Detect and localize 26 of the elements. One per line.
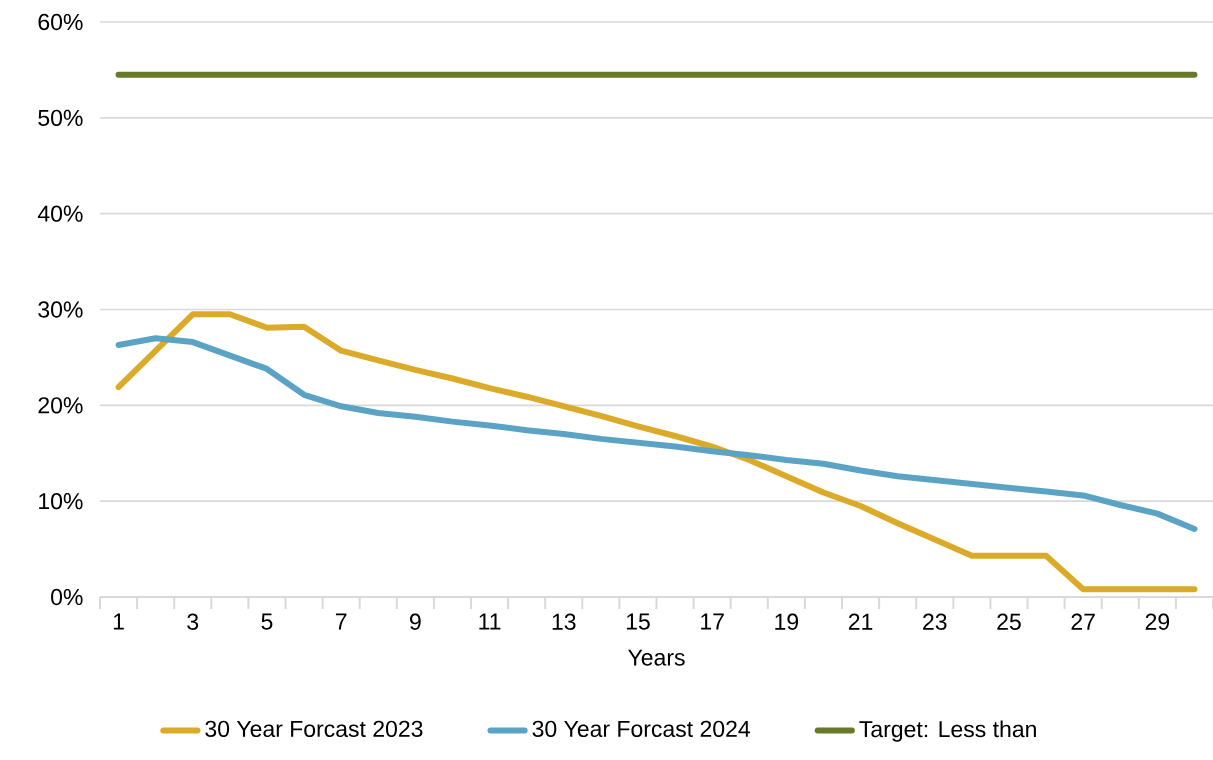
y-tick-label: 60%: [38, 13, 83, 31]
x-tick-label: 9: [410, 613, 421, 630]
y-tick-label: 50%: [38, 109, 83, 126]
y-tick-label: 0%: [51, 588, 83, 606]
y-tick-label: 10%: [39, 493, 83, 510]
y-tick-label: 40%: [37, 205, 83, 222]
x-tick-label: 19: [775, 613, 799, 630]
x-tick-label: 1: [113, 613, 124, 630]
x-tick-label: 25: [997, 613, 1021, 630]
y-tick-label: 20%: [38, 397, 83, 414]
x-tick-label: 17: [701, 613, 724, 630]
legend-label: Target: Less than: [859, 720, 1036, 742]
x-tick-label: 3: [187, 613, 199, 630]
x-tick-label: 23: [923, 613, 947, 630]
x-tick-label: 5: [261, 613, 273, 630]
x-axis-title: Years: [628, 649, 685, 666]
x-tick-label: 7: [335, 613, 347, 630]
y-tick-label: 30%: [38, 301, 83, 318]
legend-label: 30 Year Forcast 2023: [205, 720, 423, 737]
x-tick-label: 27: [1071, 613, 1095, 630]
x-tick-label: 11: [479, 613, 501, 630]
x-tick-label: 21: [848, 613, 873, 630]
legend-label: 30 Year Forcast 2024: [532, 720, 750, 737]
x-tick-label: 15: [626, 613, 650, 630]
x-tick-label: 13: [552, 613, 576, 630]
x-tick-label: 29: [1145, 613, 1170, 630]
